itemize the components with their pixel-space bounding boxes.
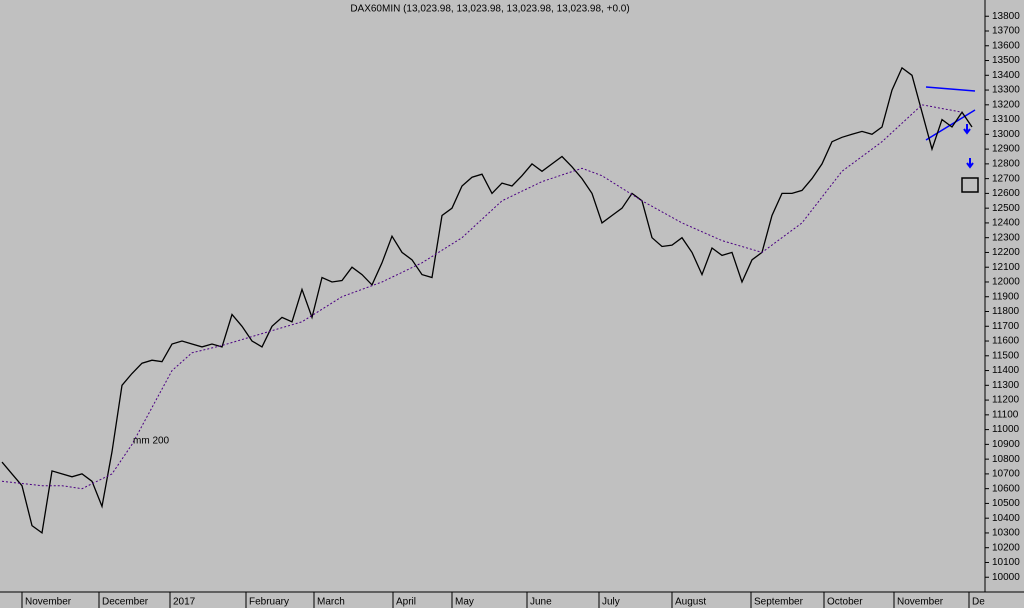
y-tick-label: 13100	[992, 114, 1020, 125]
x-tick-label: 2017	[173, 597, 196, 608]
x-tick-label: February	[249, 597, 289, 608]
y-tick-label: 11700	[992, 321, 1020, 332]
x-tick-label: June	[530, 597, 552, 608]
y-tick-label: 11200	[992, 395, 1020, 406]
y-tick-label: 12100	[992, 262, 1020, 273]
y-tick-label: 10200	[992, 542, 1020, 553]
x-tick-label: December	[102, 597, 149, 608]
x-tick-label: March	[317, 597, 345, 608]
y-tick-label: 11900	[992, 291, 1020, 302]
y-tick-label: 12900	[992, 144, 1020, 155]
chart-title: DAX60MIN (13,023.98, 13,023.98, 13,023.9…	[350, 4, 629, 15]
y-tick-label: 10300	[992, 528, 1020, 539]
y-tick-label: 13700	[992, 26, 1020, 37]
x-tick-label: November	[897, 597, 944, 608]
y-tick-label: 11000	[992, 424, 1020, 435]
y-tick-label: 11500	[992, 350, 1020, 361]
y-tick-label: 10700	[992, 469, 1020, 480]
y-tick-label: 12800	[992, 159, 1020, 170]
y-tick-label: 10400	[992, 513, 1020, 524]
y-tick-label: 12400	[992, 218, 1020, 229]
price-line	[1, 66, 973, 535]
x-tick-label: September	[754, 597, 804, 608]
box	[961, 177, 979, 193]
trend-line	[925, 86, 976, 92]
x-tick-label: November	[25, 597, 72, 608]
y-tick-label: 12700	[992, 173, 1020, 184]
y-tick-label: 13800	[992, 11, 1020, 22]
x-tick-label: October	[827, 597, 863, 608]
y-tick-label: 12300	[992, 232, 1020, 243]
x-tick-label: May	[455, 597, 474, 608]
y-tick-label: 13500	[992, 55, 1020, 66]
y-tick-label: 12200	[992, 247, 1020, 258]
x-tick-label: De	[972, 597, 985, 608]
y-tick-label: 11300	[992, 380, 1020, 391]
trend-line	[925, 109, 976, 141]
y-tick-label: 10600	[992, 483, 1020, 494]
y-tick-label: 10900	[992, 439, 1020, 450]
y-tick-label: 11800	[992, 306, 1020, 317]
x-tick-label: July	[602, 597, 620, 608]
x-tick-label: August	[675, 597, 706, 608]
y-tick-label: 13000	[992, 129, 1020, 140]
arrow	[963, 124, 971, 135]
y-tick-label: 11600	[992, 336, 1020, 347]
y-tick-label: 13200	[992, 99, 1020, 110]
y-tick-label: 10100	[992, 557, 1020, 568]
x-tick-label: April	[396, 597, 416, 608]
y-tick-label: 12500	[992, 203, 1020, 214]
y-tick-label: 13400	[992, 70, 1020, 81]
y-tick-label: 10500	[992, 498, 1020, 509]
y-tick-label: 10000	[992, 572, 1020, 583]
moving-average-line	[1, 104, 963, 490]
y-tick-label: 12000	[992, 277, 1020, 288]
y-tick-label: 13600	[992, 40, 1020, 51]
y-tick-label: 12600	[992, 188, 1020, 199]
y-tick-label: 11100	[992, 409, 1019, 420]
annotation: mm 200	[133, 436, 170, 447]
arrow	[966, 158, 974, 169]
y-tick-label: 13300	[992, 85, 1020, 96]
y-tick-label: 11400	[992, 365, 1020, 376]
y-tick-label: 10800	[992, 454, 1020, 465]
